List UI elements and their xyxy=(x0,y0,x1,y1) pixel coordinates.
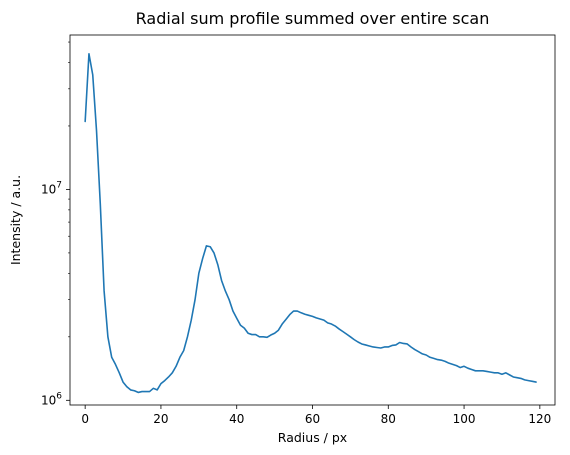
y-tick-label: 107 xyxy=(41,180,62,196)
plot-frame xyxy=(69,34,556,406)
y-tick-exponent: 6 xyxy=(56,391,62,401)
x-tick-label: 100 xyxy=(453,412,476,426)
y-axis-label: Intensity / a.u. xyxy=(8,175,23,265)
x-tick-label: 120 xyxy=(528,412,551,426)
y-tick-base: 10 xyxy=(41,393,56,407)
series-line xyxy=(84,52,537,394)
series-layer xyxy=(84,52,537,394)
y-tick-exponent: 7 xyxy=(56,180,62,190)
y-tick-base: 10 xyxy=(41,182,56,196)
x-axis-label: Radius / px xyxy=(278,430,347,445)
x-tick-label: 0 xyxy=(81,412,89,426)
x-tick-label: 80 xyxy=(381,412,396,426)
y-tick-label: 106 xyxy=(41,391,62,407)
x-axis-ticks: 0 20 40 60 80 100 120 xyxy=(81,405,551,426)
x-tick-label: 60 xyxy=(305,412,320,426)
x-tick-label: 40 xyxy=(229,412,244,426)
chart-title: Radial sum profile summed over entire sc… xyxy=(136,9,490,28)
x-tick-label: 20 xyxy=(153,412,168,426)
